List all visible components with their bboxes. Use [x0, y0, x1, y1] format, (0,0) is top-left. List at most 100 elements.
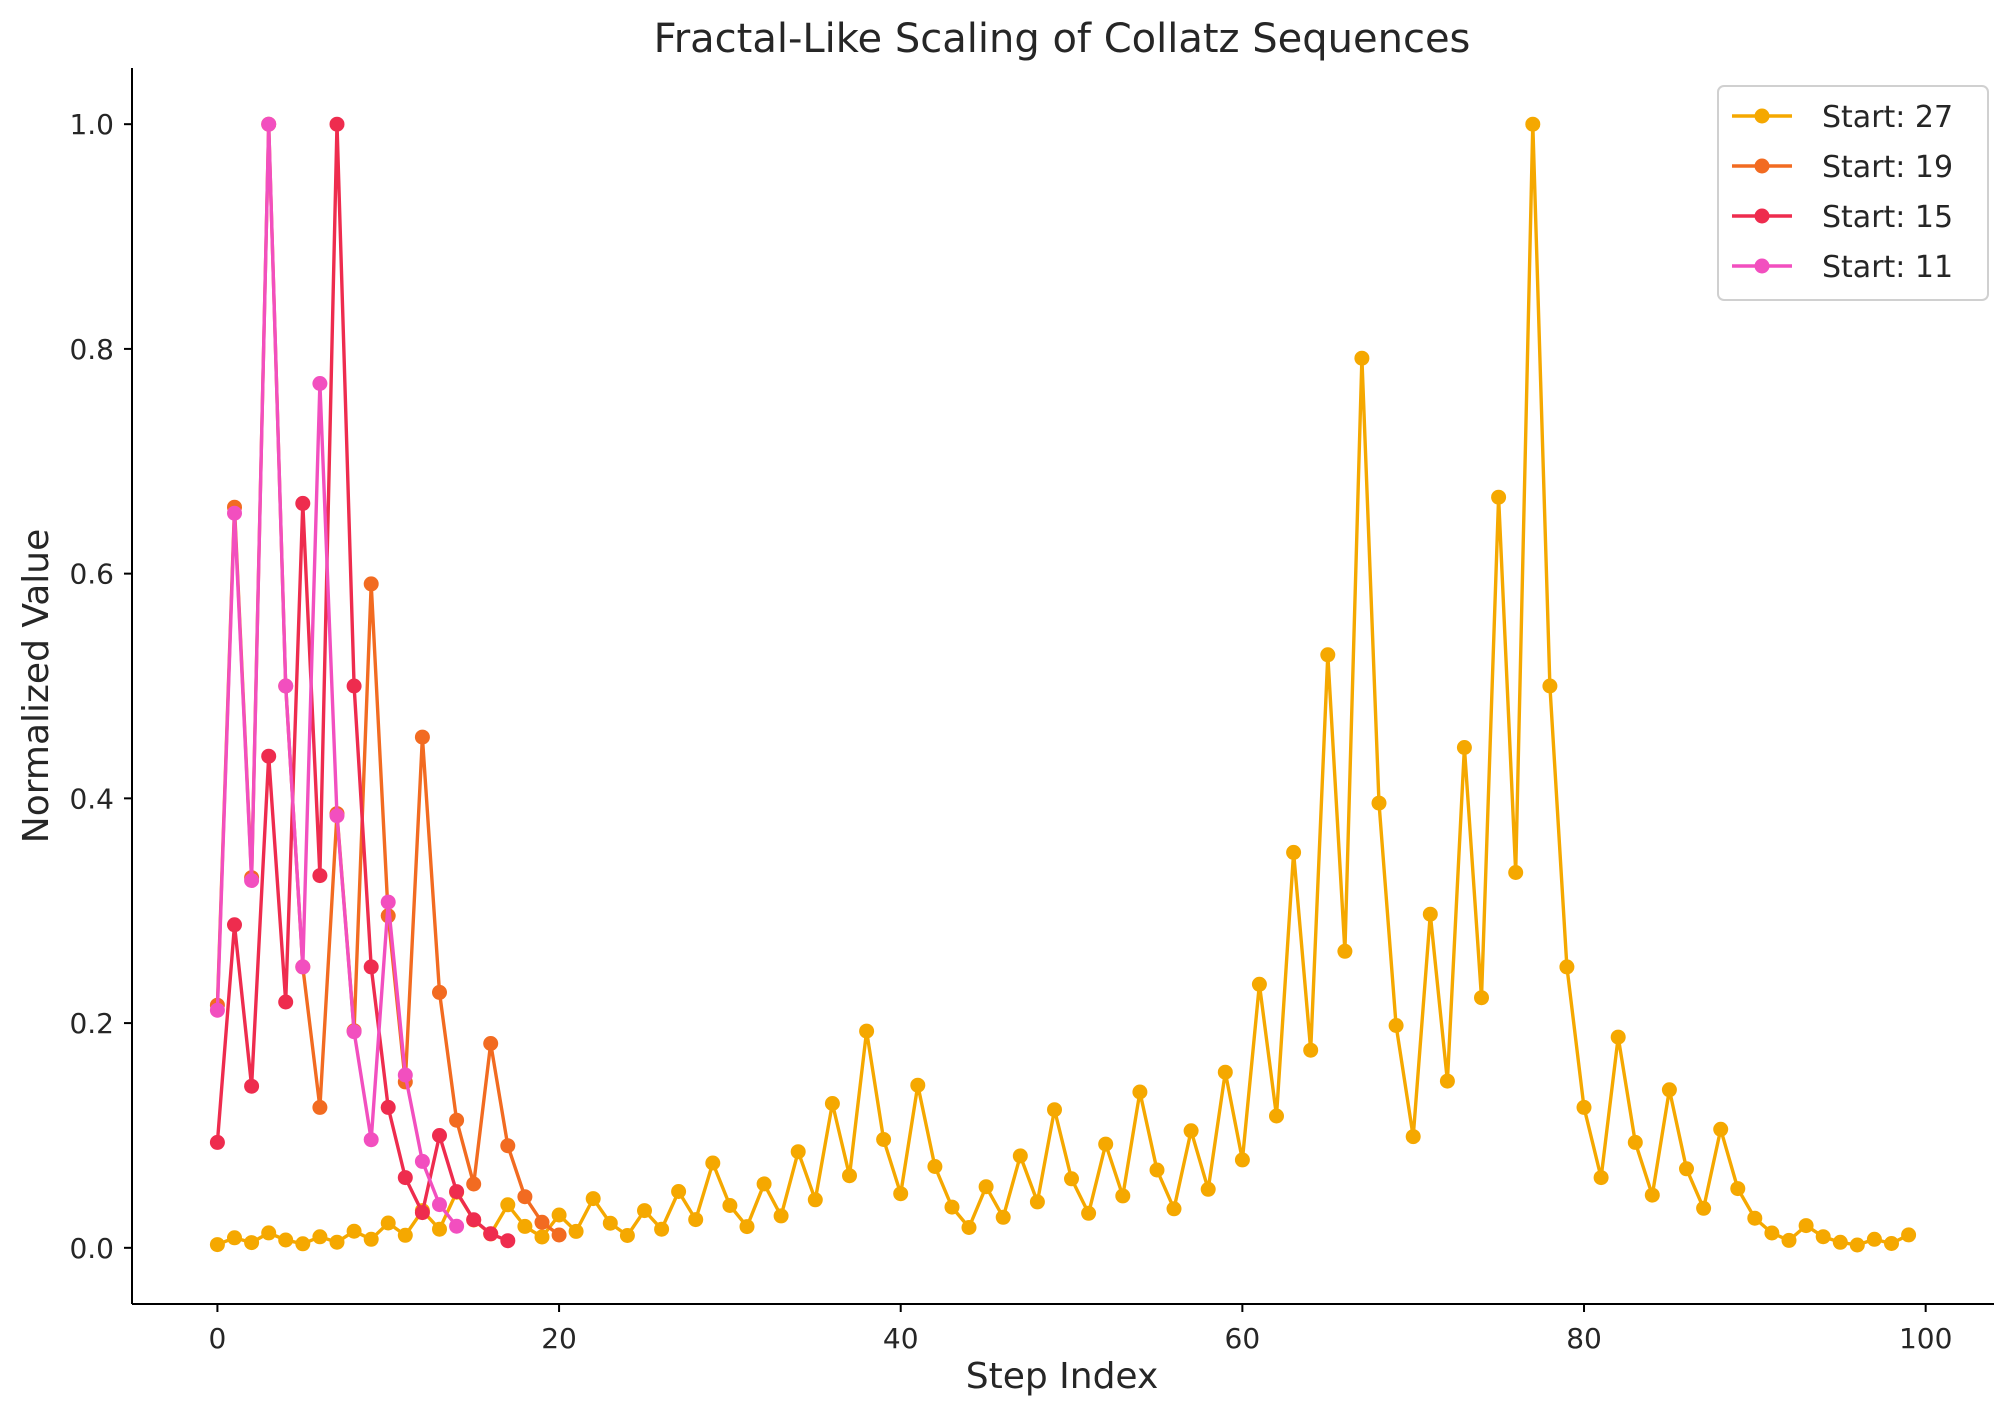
data-point — [1781, 1232, 1797, 1248]
data-point — [466, 1212, 482, 1228]
data-point — [1832, 1234, 1848, 1250]
data-point — [278, 1232, 294, 1248]
data-point — [842, 1168, 857, 1184]
data-point — [1047, 1102, 1062, 1118]
data-point — [1679, 1161, 1694, 1177]
legend-label: Start: 15 — [1822, 200, 1953, 235]
data-point — [363, 1231, 379, 1247]
legend-marker — [1754, 208, 1770, 224]
data-point — [261, 1225, 277, 1241]
legend-label: Start: 19 — [1822, 150, 1953, 185]
data-point — [432, 1221, 447, 1237]
data-point — [1081, 1205, 1097, 1221]
data-point — [500, 1197, 516, 1213]
data-point — [688, 1212, 704, 1228]
data-point — [1696, 1200, 1712, 1216]
data-point — [500, 1233, 516, 1249]
data-point — [363, 959, 379, 975]
x-tick-label: 40 — [883, 1322, 919, 1355]
data-point — [278, 678, 294, 694]
data-point — [1866, 1231, 1882, 1247]
data-point — [227, 505, 242, 521]
x-tick-label: 20 — [541, 1322, 577, 1355]
data-point — [346, 678, 362, 694]
data-point — [551, 1227, 567, 1243]
data-point — [1217, 1064, 1233, 1080]
data-point — [346, 1024, 362, 1040]
legend-item: Start: 19 — [1732, 150, 1953, 185]
data-point — [534, 1229, 550, 1245]
data-point — [432, 1197, 447, 1213]
data-point — [1576, 1099, 1592, 1115]
series-3 — [209, 116, 465, 1234]
data-point — [1439, 1073, 1455, 1089]
data-point — [1542, 678, 1558, 694]
data-point — [1627, 1134, 1643, 1150]
data-point — [1132, 1084, 1148, 1100]
data-point — [585, 1191, 601, 1207]
data-point — [1422, 906, 1438, 922]
legend-item: Start: 11 — [1732, 250, 1953, 285]
legend-frame — [1717, 85, 1989, 301]
data-point — [619, 1228, 635, 1243]
data-point — [380, 1099, 396, 1115]
data-point — [209, 1237, 225, 1253]
data-point — [637, 1203, 652, 1219]
series-2 — [209, 116, 516, 1249]
data-point — [295, 495, 311, 511]
y-tick-label: 0.0 — [69, 1232, 114, 1265]
data-point — [1012, 1148, 1028, 1164]
legend-marker — [1754, 108, 1770, 124]
data-point — [927, 1159, 943, 1174]
data-point — [705, 1155, 721, 1171]
data-point — [773, 1208, 789, 1224]
data-point — [1730, 1181, 1746, 1197]
x-ticks: 0 20 40 60 80 100 — [208, 1304, 1952, 1355]
series-0 — [209, 116, 1917, 1253]
data-point — [414, 729, 430, 745]
data-point — [1115, 1188, 1131, 1204]
data-point — [1525, 116, 1541, 132]
data-point — [1269, 1108, 1284, 1124]
data-point — [1610, 1029, 1626, 1045]
data-point — [432, 984, 447, 1000]
data-point — [1183, 1123, 1199, 1139]
data-point — [227, 917, 242, 933]
data-point — [790, 1144, 806, 1160]
data-point — [1098, 1136, 1114, 1152]
data-point — [261, 116, 277, 132]
legend-item: Start: 27 — [1732, 100, 1953, 135]
data-point — [944, 1199, 960, 1215]
data-point — [483, 1036, 499, 1051]
data-point — [1815, 1229, 1831, 1245]
data-point — [449, 1112, 465, 1128]
series-line — [215, 122, 509, 1243]
data-point — [671, 1184, 687, 1199]
data-point — [910, 1077, 926, 1093]
data-point — [209, 1002, 225, 1018]
chart-title: Fractal-Like Scaling of Collatz Sequence… — [654, 16, 1471, 62]
data-point — [1303, 1042, 1319, 1058]
data-point — [1388, 1018, 1404, 1033]
data-point — [1491, 489, 1507, 505]
x-tick-label: 100 — [1899, 1322, 1952, 1355]
data-point — [517, 1189, 533, 1205]
data-point — [449, 1218, 465, 1234]
data-point — [380, 894, 396, 910]
data-point — [1286, 844, 1302, 860]
data-point — [876, 1132, 892, 1147]
data-point — [209, 1134, 225, 1150]
y-ticks: 0.0 0.2 0.4 0.6 0.8 1.0 — [69, 108, 132, 1265]
data-point — [1849, 1237, 1865, 1253]
data-point — [244, 1235, 260, 1251]
data-point — [295, 959, 311, 975]
data-point — [722, 1198, 738, 1213]
data-point — [312, 868, 328, 884]
data-point — [1064, 1171, 1079, 1187]
data-point — [1798, 1218, 1814, 1234]
data-point — [534, 1214, 550, 1230]
data-point — [1713, 1121, 1729, 1137]
data-point — [295, 1236, 311, 1252]
data-point — [380, 1215, 396, 1231]
data-point — [568, 1223, 584, 1239]
